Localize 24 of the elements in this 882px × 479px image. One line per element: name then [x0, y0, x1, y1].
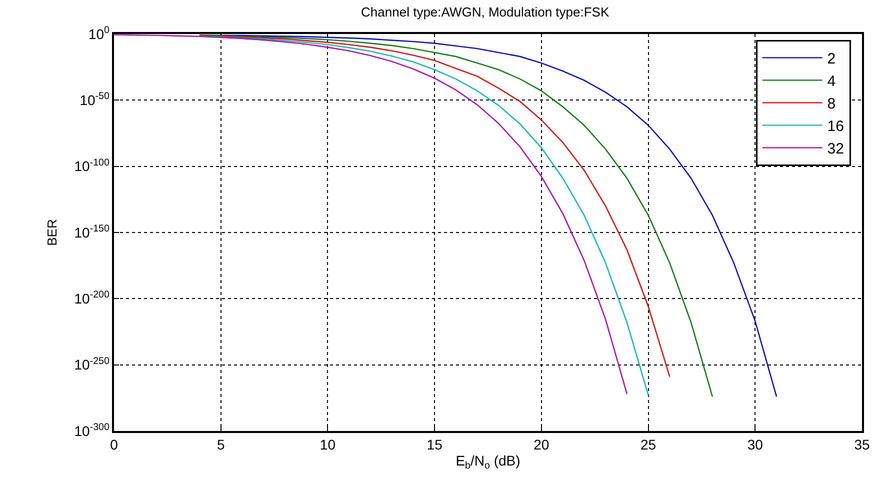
x-tick-label: 0	[110, 436, 118, 453]
y-tick-label: 10$^{-100}$	[74, 157, 110, 174]
x-tick-label: 35	[854, 436, 870, 453]
legend-label: 8	[827, 96, 836, 113]
y-tick-label: 10$^{-50}$	[80, 91, 110, 108]
y-axis-title: BER	[44, 219, 60, 246]
x-tick-label: 30	[747, 436, 764, 453]
line-series	[114, 34, 628, 395]
legend-label: 16	[827, 118, 844, 136]
y-tick-label: 10$^{0}$	[88, 25, 110, 42]
y-tick-label: 10$^{-150}$	[74, 224, 110, 240]
x-tick-label: 20	[534, 436, 550, 453]
y-tick-label: 10$^{-300}$	[74, 422, 110, 439]
x-tick-label: 5	[216, 436, 225, 453]
x-tick-label: 25	[640, 436, 656, 453]
legend-label: 4	[827, 73, 836, 90]
x-tick-label: 10	[320, 436, 336, 453]
chart-title: Channel type:AWGN, Modulation type:FSK	[361, 4, 610, 20]
legend-label: 32	[827, 140, 844, 158]
x-tick-label: 15	[426, 436, 443, 453]
y-tick-label: 10$^{-250}$	[74, 356, 110, 373]
y-tick-label: 10$^{-200}$	[74, 290, 110, 307]
x-axis-title: E$_{b}$/N$_{o}$ (dB)	[456, 452, 520, 472]
legend-label: 2	[827, 50, 836, 68]
